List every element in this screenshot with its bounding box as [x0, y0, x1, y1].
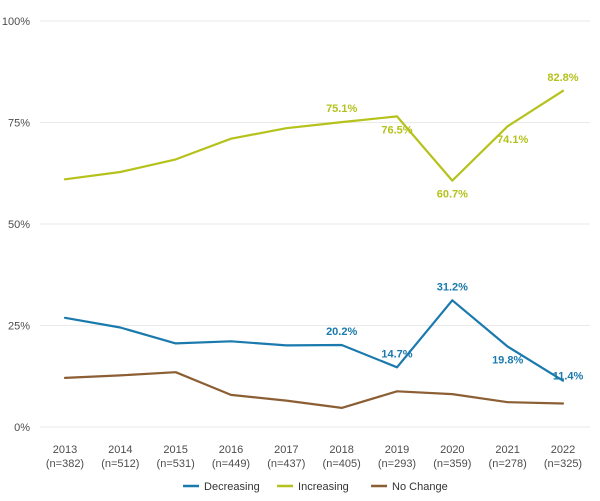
x-tick-label-year: 2019	[385, 444, 409, 456]
x-tick-label-n: (n=293)	[378, 458, 416, 470]
x-tick-label-n: (n=405)	[323, 458, 361, 470]
x-tick-label-year: 2017	[274, 444, 298, 456]
data-label: 19.8%	[492, 355, 523, 367]
y-tick-label: 0%	[14, 422, 30, 434]
x-tick-label-year: 2014	[108, 444, 132, 456]
x-tick-label-n: (n=382)	[46, 458, 84, 470]
x-tick-label-n: (n=512)	[101, 458, 139, 470]
series-line-increasing	[63, 89, 565, 182]
data-label: 11.4%	[553, 371, 584, 383]
y-tick-label: 50%	[8, 219, 30, 231]
data-label: 82.8%	[547, 72, 578, 84]
y-tick-label: 100%	[2, 16, 30, 28]
data-labels: 20.2% 14.7% 31.2% 19.8% 11.4% 75.1% 76.5% 60.7%…	[326, 72, 583, 383]
x-tick-label-year: 2016	[219, 444, 243, 456]
x-tick-label-n: (n=437)	[267, 458, 305, 470]
data-label: 76.5%	[381, 124, 412, 136]
x-tick-label-year: 2020	[440, 444, 464, 456]
data-label: 74.1%	[497, 134, 528, 146]
y-axis-tick-labels: 0% 25% 50% 75% 100%	[2, 16, 30, 434]
legend-item-no-change: No Change	[371, 481, 448, 493]
x-tick-label-year: 2022	[551, 444, 575, 456]
series-line-no-change	[63, 371, 565, 409]
legend: Decreasing Increasing No Change	[183, 481, 448, 493]
data-label: 31.2%	[437, 281, 468, 293]
legend-item-increasing: Increasing	[277, 481, 349, 493]
x-axis-tick-labels: 2013 (n=382) 2014 (n=512) 2015 (n=531) 2016 (n=…	[46, 444, 582, 470]
x-tick-label-year: 2021	[495, 444, 519, 456]
x-tick-label-year: 2018	[329, 444, 353, 456]
y-tick-label: 75%	[8, 118, 30, 130]
data-label: 20.2%	[326, 326, 357, 338]
data-label: 14.7%	[381, 348, 412, 360]
x-tick-label-n: (n=359)	[433, 458, 471, 470]
x-tick-label-n: (n=449)	[212, 458, 250, 470]
x-tick-label-n: (n=531)	[157, 458, 195, 470]
gridlines	[40, 20, 590, 428]
legend-label: Decreasing	[204, 481, 260, 493]
x-tick-label-year: 2013	[53, 444, 77, 456]
x-tick-label-year: 2015	[163, 444, 187, 456]
series-line-decreasing	[63, 299, 565, 382]
legend-label: Increasing	[298, 481, 349, 493]
legend-item-decreasing: Decreasing	[183, 481, 260, 493]
x-tick-label-n: (n=325)	[544, 458, 582, 470]
y-tick-label: 25%	[8, 321, 30, 333]
series-lines	[63, 89, 565, 409]
legend-label: No Change	[392, 481, 448, 493]
data-label: 60.7%	[437, 189, 468, 201]
x-tick-label-n: (n=278)	[489, 458, 527, 470]
data-label: 75.1%	[326, 103, 357, 115]
